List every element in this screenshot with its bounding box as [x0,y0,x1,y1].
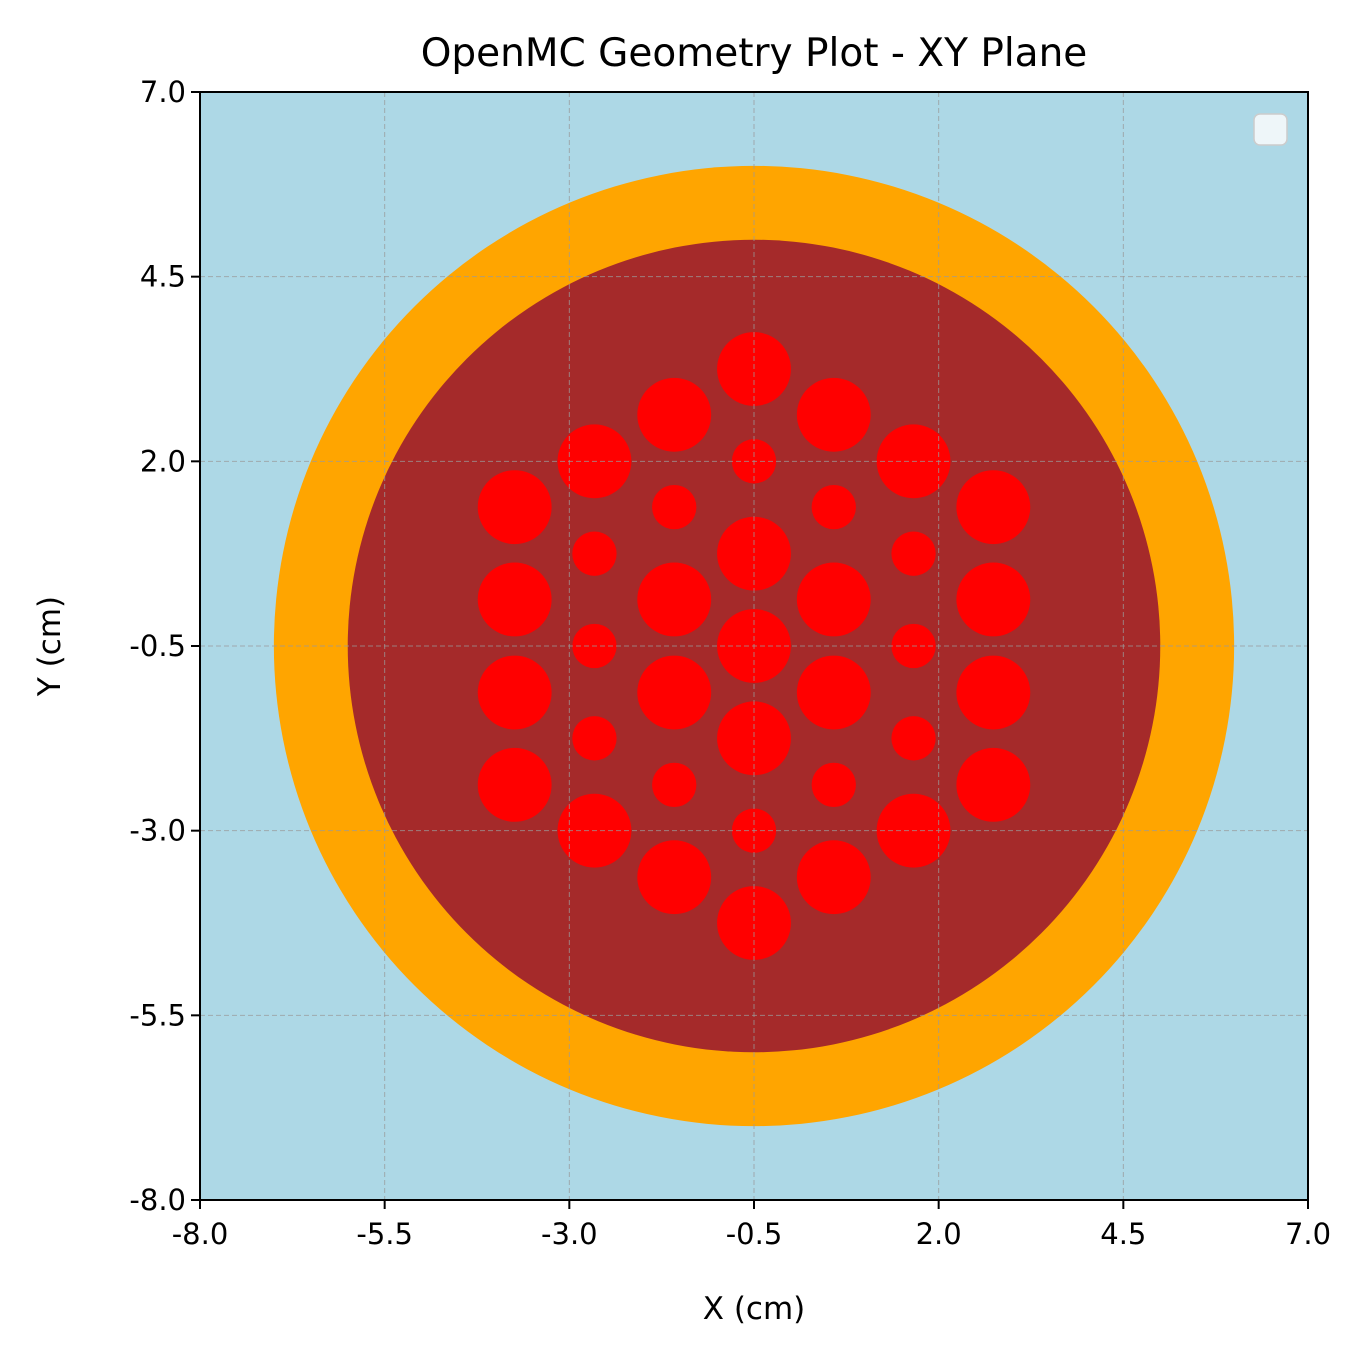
fuel-pin [637,562,712,637]
y-tick-label: 4.5 [140,260,186,294]
fuel-pin [956,655,1031,730]
fuel-pin [637,377,712,452]
x-tick-label: -8.0 [172,1217,229,1251]
fuel-pin [811,484,856,530]
fuel-pin [811,762,856,808]
plot-area [199,91,1309,1201]
fuel-pin [637,840,712,915]
fuel-pin [572,531,617,576]
x-tick-label: -3.0 [541,1217,598,1251]
fuel-pin [717,886,791,960]
y-tick-label: 7.0 [140,75,186,109]
fuel-pin [717,516,791,591]
fuel-pin [477,562,552,637]
fuel-pin [637,655,712,730]
y-axis: -8.0 -5.5 -3.0 -0.5 2.0 4.5 7.0 [129,75,200,1217]
fuel-pins-layer [477,332,1031,960]
x-tick-label: -0.5 [726,1217,783,1251]
fuel-pin [652,484,697,530]
y-axis-label: Y (cm) [32,596,68,697]
x-tick-label: 7.0 [1285,1217,1331,1251]
y-tick-label: -0.5 [129,629,186,663]
fuel-pin [796,562,871,637]
fuel-pin [956,562,1031,637]
fuel-pin [956,747,1031,822]
x-tick-label: 4.5 [1100,1217,1146,1251]
fuel-pin [717,701,791,776]
y-tick-label: 2.0 [140,444,186,478]
fuel-pin [796,377,871,452]
fuel-pin [572,716,617,761]
x-axis-label: X (cm) [703,1291,806,1327]
x-tick-label: 2.0 [916,1217,962,1251]
fuel-pin [652,762,697,808]
fuel-pin [477,470,552,545]
legend-box [1253,113,1288,146]
x-axis: -8.0 -5.5 -3.0 -0.5 2.0 4.5 7.0 [172,1200,1331,1251]
fuel-pin [891,716,936,761]
fuel-pin [796,655,871,730]
fuel-pin [956,470,1031,545]
x-tick-label: -5.5 [356,1217,413,1251]
y-tick-label: -5.5 [129,998,186,1032]
fuel-pin [891,531,936,576]
chart-title: OpenMC Geometry Plot - XY Plane [421,31,1088,76]
fuel-pin [477,747,552,822]
y-tick-label: -3.0 [129,814,186,848]
fuel-pin [796,840,871,915]
fuel-pin [477,655,552,730]
y-tick-label: -8.0 [129,1183,186,1217]
